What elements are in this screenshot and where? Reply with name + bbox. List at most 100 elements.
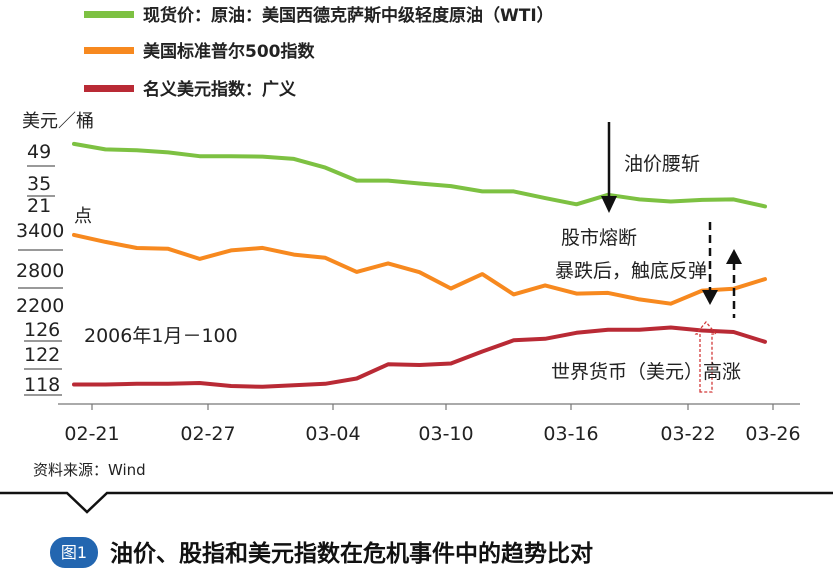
oil-crash-label: 油价腰斩 — [624, 153, 700, 175]
legend: 现货价：原油：美国西德克萨斯中级轻度原油（WTI） 美国标准普尔500指数 名义… — [84, 5, 554, 100]
rebound-label: 暴跌后，触底反弹 — [555, 260, 707, 282]
data-point-oil — [480, 189, 484, 193]
oil-y-axis: 49 35 21 — [27, 141, 55, 217]
data-point-sp500 — [135, 246, 139, 250]
data-point-dollar — [103, 382, 107, 387]
dollar-y-axis: 126 122 118 — [24, 319, 62, 396]
data-point-oil — [103, 147, 107, 151]
source-note: 资料来源：Wind — [33, 461, 146, 479]
data-point-oil — [543, 196, 547, 200]
sp500-y-axis: 3400 2800 2200 — [16, 220, 64, 317]
legend-label-sp500: 美国标准普尔500指数 — [143, 41, 315, 62]
figure-title: 油价、股指和美元指数在危机事件中的趋势比对 — [110, 540, 593, 567]
data-point-dollar — [637, 328, 642, 332]
data-point-sp500 — [417, 270, 422, 274]
data-point-sp500 — [480, 272, 484, 276]
data-point-oil — [417, 181, 422, 186]
figure-caption: 图1 油价、股指和美元指数在危机事件中的趋势比对 — [50, 537, 593, 568]
data-point-dollar — [512, 338, 516, 342]
dollar-rise-arrow — [694, 320, 718, 393]
legend-swatch-sp500 — [84, 47, 134, 54]
legend-swatch-oil — [84, 11, 134, 18]
data-point-dollar — [732, 330, 736, 334]
data-point-sp500 — [763, 277, 767, 281]
data-point-oil — [260, 155, 265, 159]
data-point-sp500 — [166, 247, 170, 251]
data-point-dollar — [292, 383, 296, 387]
data-point-dollar — [763, 340, 767, 344]
data-point-oil — [72, 142, 76, 146]
x-tick-label: 03-10 — [418, 423, 473, 445]
data-point-oil — [669, 199, 673, 204]
oil-tick-label: 35 — [27, 173, 51, 195]
x-tick-label: 03-16 — [543, 423, 598, 445]
data-point-oil — [198, 154, 202, 158]
legend-swatch-dollar — [84, 85, 134, 92]
data-point-oil — [229, 154, 233, 158]
data-point-dollar — [574, 331, 579, 335]
data-point-oil — [166, 150, 170, 154]
data-point-oil — [386, 179, 390, 183]
dollar-tick-label: 126 — [24, 319, 60, 341]
x-tick-label: 02-21 — [64, 423, 119, 445]
data-point-sp500 — [637, 297, 642, 301]
data-point-sp500 — [386, 261, 390, 265]
legend-label-dollar: 名义美元指数：广义 — [143, 79, 296, 100]
dollar-tick-label: 118 — [24, 374, 60, 396]
data-point-oil — [763, 204, 767, 208]
data-point-sp500 — [198, 257, 202, 261]
x-tick-label: 02-27 — [180, 423, 235, 445]
data-point-sp500 — [512, 292, 516, 296]
sp500-tick-label: 3400 — [16, 220, 64, 242]
data-point-sp500 — [229, 248, 233, 252]
data-point-sp500 — [669, 302, 673, 306]
data-point-dollar — [260, 385, 265, 389]
x-tick-label: 03-04 — [305, 423, 360, 445]
oil-unit-label: 美元／桶 — [22, 111, 94, 132]
data-point-sp500 — [260, 246, 265, 250]
data-point-sp500 — [449, 286, 453, 291]
legend-label-oil: 现货价：原油：美国西德克萨斯中级轻度原油（WTI） — [143, 5, 554, 26]
x-tick-label: 03-22 — [660, 423, 715, 445]
data-point-sp500 — [323, 256, 327, 260]
data-point-oil — [355, 179, 359, 183]
data-point-oil — [135, 148, 139, 152]
data-point-oil — [574, 202, 579, 206]
x-axis: 02-21 02-27 03-04 03-10 03-16 03-22 03-26 — [58, 403, 801, 445]
data-point-dollar — [386, 362, 390, 366]
divider-line — [0, 491, 833, 514]
data-point-dollar — [669, 325, 673, 330]
figure-badge — [50, 537, 98, 568]
data-point-oil — [700, 198, 704, 202]
data-point-dollar — [323, 382, 327, 386]
dollar-tick-label: 122 — [24, 344, 60, 366]
sp500-unit-label: 点 — [74, 206, 92, 227]
data-point-sp500 — [72, 233, 76, 237]
data-point-sp500 — [103, 240, 107, 244]
circuit-break-label: 股市熔断 — [561, 227, 637, 249]
data-point-sp500 — [355, 270, 359, 274]
data-point-oil — [637, 197, 642, 201]
data-point-oil — [292, 157, 296, 161]
data-point-dollar — [700, 328, 704, 333]
dollar-rise-label: 世界货币（美元）高涨 — [551, 361, 741, 383]
drop-arrowhead — [702, 290, 718, 305]
data-point-dollar — [198, 381, 202, 385]
oil-crash-arrowhead — [601, 196, 617, 213]
x-tick-label: 03-26 — [745, 423, 800, 445]
data-point-sp500 — [543, 283, 547, 287]
data-point-sp500 — [574, 292, 579, 296]
base-note-label: 2006年1月－100 — [84, 325, 238, 347]
data-point-dollar — [72, 382, 76, 387]
data-point-dollar — [135, 382, 139, 386]
data-point-oil — [732, 197, 736, 201]
data-point-dollar — [449, 361, 453, 366]
data-point-dollar — [229, 384, 233, 388]
oil-tick-label: 49 — [27, 141, 51, 163]
data-point-dollar — [355, 376, 359, 381]
data-point-dollar — [543, 337, 547, 341]
data-point-sp500 — [606, 291, 610, 295]
annotations: 油价腰斩 股市熔断 暴跌后，触底反弹 世界货币（美元）高涨 2006年1月－10… — [84, 122, 742, 393]
data-point-oil — [449, 184, 453, 188]
